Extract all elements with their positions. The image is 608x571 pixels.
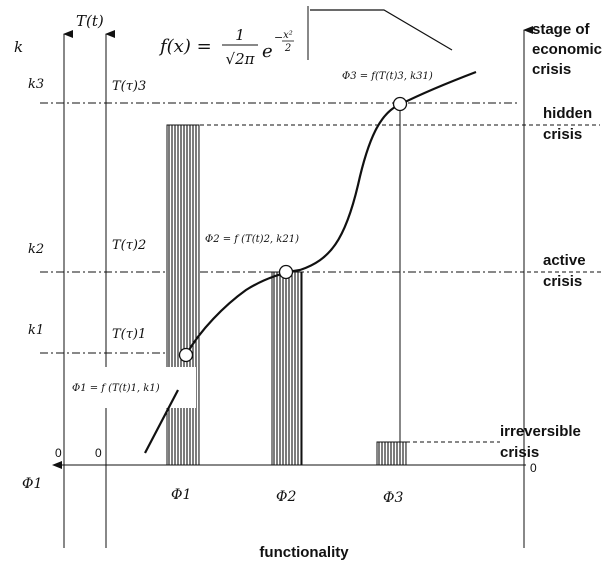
hidden-crisis-label: hidden crisis (543, 105, 592, 143)
formula-numerator: 1 (235, 26, 245, 44)
x-axis-title: functionality (259, 544, 349, 561)
t1-label: T(τ)1 (112, 327, 146, 342)
stage-axis-title-line-2: economic (532, 41, 602, 58)
formula-exp-top: x² (283, 30, 293, 41)
stage-axis-title-line-1: stage of (532, 21, 591, 38)
phi1-tick-label: Φ1 (171, 487, 191, 503)
phi2-tick-label: Φ2 (276, 489, 296, 505)
gaussian-sketch (310, 9, 453, 51)
formula: f(x) = 1 √2π e − x² 2 (158, 6, 453, 68)
irreversible-crisis-label: irreversible crisis (500, 423, 581, 461)
k1-label: k1 (28, 323, 44, 338)
zero-label-t: 0 (95, 446, 102, 460)
active-crisis-label-line-2: crisis (543, 273, 582, 290)
crisis-curve (185, 70, 477, 356)
phi3-annotation: Φ3 = f(T(t)3, k31) (342, 71, 433, 82)
hidden-crisis-label-line-2: crisis (543, 126, 582, 143)
formula-exp-bottom: 2 (284, 43, 291, 54)
formula-lhs: f(x) = (158, 36, 212, 57)
phi3-bar (376, 441, 407, 466)
k2-label: k2 (28, 242, 44, 257)
k-axis-label: k (14, 38, 23, 56)
phi3-tick-label: Φ3 (383, 490, 403, 506)
irreversible-crisis-label-line-2: crisis (500, 444, 539, 461)
formula-exp-sign: − (274, 31, 283, 44)
t3-label: T(τ)3 (112, 79, 146, 94)
stage-axis-title-line-3: crisis (532, 61, 571, 78)
stage-axis-title: stage of economic crisis (532, 21, 602, 78)
active-crisis-label-line-1: active (543, 252, 586, 269)
phi2-annotation: Φ2 = f (T(t)2, k21) (205, 234, 299, 245)
zero-label-stage: 0 (530, 461, 537, 475)
phi1-bar (166, 124, 200, 466)
active-crisis-label: active crisis (543, 252, 586, 290)
irreversible-crisis-label-line-1: irreversible (500, 423, 581, 440)
functionality-axis-arrow (52, 461, 62, 469)
phi2-point (278, 264, 294, 280)
formula-base: e (262, 41, 273, 62)
t2-label: T(τ)2 (112, 238, 146, 253)
phi2-bar (271, 271, 303, 466)
k3-label: k3 (28, 77, 44, 92)
formula-denominator: √2π (226, 50, 256, 68)
phi1-annotation: Φ1 = f (T(t)1, k1) (72, 383, 160, 394)
zero-label-k: 0 (55, 446, 62, 460)
phi1-annotation-box (66, 367, 196, 408)
crisis-curve-tail (144, 389, 179, 454)
hidden-crisis-label-line-1: hidden (543, 105, 592, 122)
phi1-point (178, 347, 194, 363)
t-axis-label: T(t) (76, 12, 104, 30)
phi3-point (392, 96, 408, 112)
x-axis-left-label: Φ1 (22, 476, 42, 492)
